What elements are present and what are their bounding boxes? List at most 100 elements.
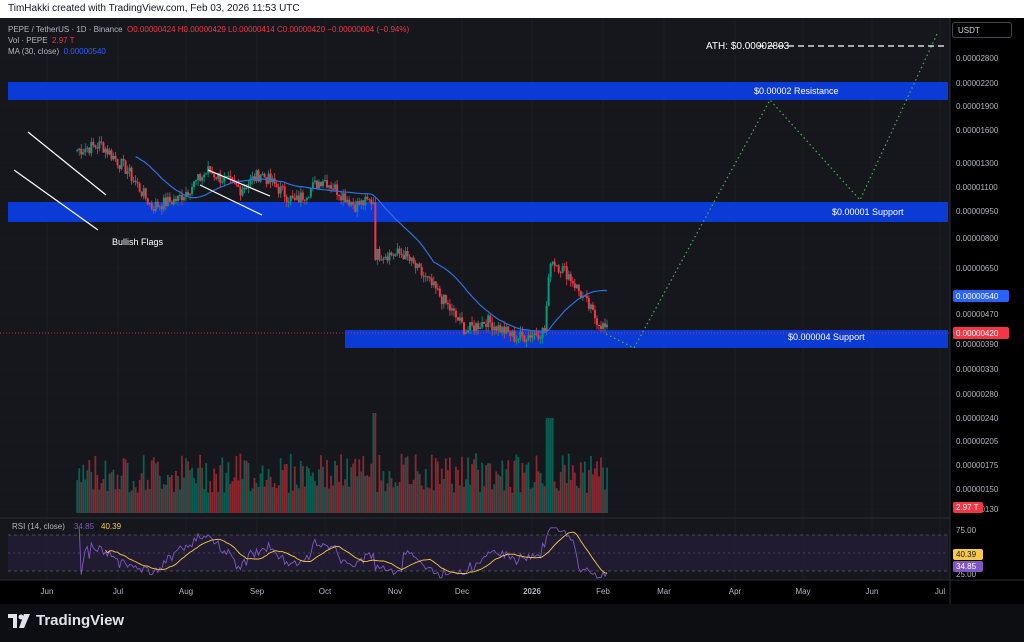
volume-bar: [483, 486, 486, 513]
candle-body: [589, 304, 592, 309]
candle-body: [408, 256, 411, 261]
symbol-label[interactable]: PEPE / TetherUS · 1D · Binance: [8, 25, 123, 34]
volume-bar: [461, 456, 463, 513]
price-axis-tick: 0.00000240: [956, 414, 999, 423]
candle-body: [231, 177, 234, 180]
candle-body: [217, 173, 220, 179]
ohlc-open: O0.00000424: [127, 25, 176, 34]
volume-bar: [471, 464, 473, 513]
tradingview-logo[interactable]: TradingView: [8, 612, 124, 629]
candle-body: [265, 177, 268, 184]
candle-body: [326, 180, 329, 188]
volume-bar: [211, 492, 214, 513]
support-mid-label: $0.00001 Support: [832, 207, 904, 217]
candle-body: [340, 196, 343, 201]
candle-body: [116, 158, 119, 166]
credit-bar: TimHakki created with TradingView.com, F…: [0, 0, 1024, 18]
volume-bar: [166, 474, 169, 513]
currency-button[interactable]: USDT: [952, 22, 1012, 38]
candle-body: [321, 181, 324, 187]
legend-row-volume: Vol · PEPE 2.97 T: [8, 35, 409, 46]
candle-body: [575, 284, 578, 289]
candle-body: [203, 174, 206, 178]
volume-bar: [255, 482, 258, 513]
volume-bar: [457, 469, 459, 513]
resistance-label: $0.00002 Resistance: [754, 86, 839, 96]
candle-body: [392, 254, 395, 256]
candle-body: [96, 147, 99, 149]
volume-bar: [448, 457, 451, 513]
candle-body: [241, 189, 244, 196]
candle-body: [309, 187, 312, 197]
volume-bar: [130, 490, 133, 513]
rsi-ma-value: 40.39: [101, 522, 122, 531]
candle-body: [76, 150, 79, 152]
volume-bar: [160, 488, 163, 513]
ma-label[interactable]: MA (30, close): [8, 47, 60, 56]
volume-bar: [114, 489, 117, 513]
resistance-zone[interactable]: [8, 82, 948, 100]
volume-bar: [537, 471, 540, 513]
volume-bar: [328, 488, 330, 513]
volume-bar: [205, 463, 208, 513]
volume-bar: [299, 460, 302, 513]
candle-body: [378, 248, 381, 260]
volume-bar: [235, 456, 238, 513]
support-zone-mid[interactable]: [8, 202, 948, 222]
candle-body: [189, 193, 192, 196]
volume-bar: [402, 464, 405, 513]
price-badge: [953, 327, 1009, 339]
candle-body: [404, 250, 407, 260]
volume-bar: [523, 472, 526, 513]
volume-bar: [350, 467, 353, 513]
volume-bar: [320, 455, 322, 513]
volume-bar: [398, 482, 401, 513]
candle-body: [519, 331, 522, 339]
volume-bar: [199, 455, 202, 513]
time-axis-tick: May: [795, 587, 810, 596]
candle-body: [275, 183, 278, 188]
volume-bar: [465, 479, 467, 513]
candle-body: [287, 201, 290, 203]
vol-label[interactable]: Vol · PEPE: [8, 36, 48, 45]
time-axis-tick: Feb: [596, 587, 610, 596]
volume-bar: [80, 481, 83, 513]
candle-body: [299, 192, 302, 203]
volume-bar: [396, 485, 399, 513]
volume-bar: [88, 459, 91, 513]
volume-bar: [473, 459, 475, 513]
candle-body: [193, 181, 196, 187]
ohlc-close: C0.00000420: [277, 25, 326, 34]
volume-bar: [585, 492, 588, 513]
candle-body: [549, 263, 552, 278]
candle-body: [120, 158, 123, 169]
candle-body: [178, 195, 181, 197]
price-axis-tick: 0.00001100: [956, 183, 998, 192]
rsi-label: RSI (14, close): [12, 522, 65, 531]
volume-bar: [134, 487, 137, 513]
candle-body: [561, 266, 564, 273]
candle-body: [104, 148, 107, 153]
candle-body: [170, 201, 173, 205]
volume-bar: [336, 465, 338, 513]
volume-bar: [561, 455, 564, 513]
volume-bar: [193, 477, 195, 513]
candle-body: [529, 335, 532, 338]
volume-bar: [330, 475, 332, 513]
volume-bar: [197, 468, 199, 513]
volume-bar: [511, 492, 514, 513]
volume-bar: [189, 470, 191, 513]
candle-body: [587, 298, 590, 309]
volume-bar: [106, 490, 109, 513]
candle-body: [599, 325, 602, 329]
candle-body: [112, 155, 115, 160]
candle-body: [237, 184, 240, 188]
candle-body: [132, 180, 135, 182]
volume-bar: [390, 478, 393, 513]
support-zone-low[interactable]: [345, 330, 948, 348]
candle-body: [434, 281, 437, 289]
volume-bar: [346, 458, 349, 513]
ath-label: ATH: $0.00002803: [706, 41, 790, 52]
support-low-label: $0.000004 Support: [788, 332, 865, 342]
